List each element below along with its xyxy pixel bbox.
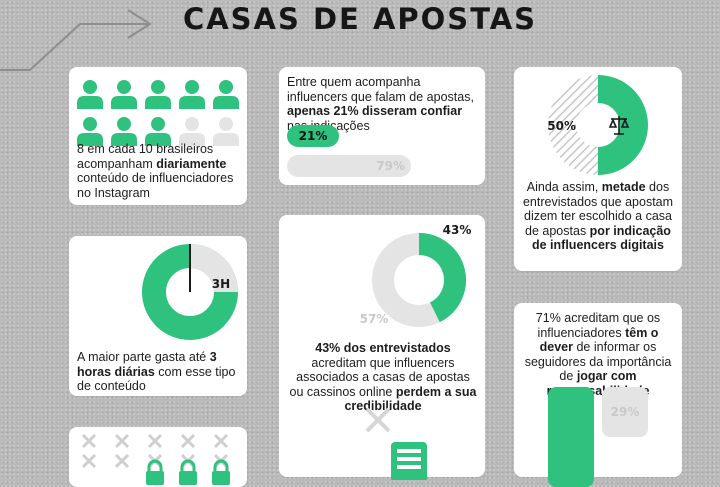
close-icon xyxy=(213,433,229,449)
person-icon xyxy=(111,117,137,146)
hours-card: 3H A maior parte gasta até 3 horas diári… xyxy=(69,236,247,396)
bottom-card xyxy=(69,427,247,487)
close-icon xyxy=(81,433,97,449)
lock-icon xyxy=(179,459,197,485)
duty-no-bar: 29% xyxy=(602,387,648,437)
close-icon xyxy=(365,407,391,433)
credibility-arc xyxy=(418,233,466,323)
trust-pill: 21% xyxy=(287,125,339,147)
choice-text: Ainda assim, metade dos entrevistados qu… xyxy=(522,180,674,252)
duty-no-label: 29% xyxy=(610,405,640,419)
hours-arc xyxy=(189,244,238,293)
person-icon xyxy=(77,117,103,146)
person-icon xyxy=(145,117,171,146)
duty-yes-bar xyxy=(548,387,594,487)
person-icon xyxy=(77,80,103,109)
credibility-text: 43% dos entrevistados acreditam que infl… xyxy=(289,341,477,413)
duty-card: 71% acreditam que os influenciadores têm… xyxy=(514,303,682,487)
followers-card: 8 em cada 10 brasileiros acompanham diar… xyxy=(69,67,247,205)
person-icon xyxy=(179,80,205,109)
person-icon xyxy=(213,80,239,109)
person-icon xyxy=(111,80,137,109)
people-grid xyxy=(77,80,239,146)
hours-text: A maior parte gasta até 3 horas diárias … xyxy=(77,350,236,393)
close-icon xyxy=(180,433,196,449)
scales-icon xyxy=(608,116,630,135)
close-icon xyxy=(147,433,163,449)
close-icon xyxy=(81,453,97,469)
lock-icon xyxy=(212,459,230,485)
close-icon xyxy=(114,433,130,449)
distrust-label: 79% xyxy=(376,159,405,173)
hours-label: 3H xyxy=(212,277,230,291)
choice-percent-label: 50% xyxy=(547,119,576,133)
person-icon xyxy=(213,117,239,146)
credibility-no-label: 57% xyxy=(360,312,389,326)
lock-icon xyxy=(146,459,164,485)
pie-slice-rest xyxy=(548,75,598,175)
distrust-bar: 79% xyxy=(287,155,411,177)
hours-donut: 3H xyxy=(142,244,238,340)
credibility-yes-label: 43% xyxy=(443,223,472,237)
person-icon xyxy=(145,80,171,109)
trust-card: Entre quem acompanha influencers que fal… xyxy=(279,67,485,185)
credibility-card: 43% 57% 43% dos entrevistados acreditam … xyxy=(279,215,485,480)
decorative-arrow-icon xyxy=(0,9,152,71)
document-icon xyxy=(391,442,427,480)
person-icon xyxy=(179,117,205,146)
close-icon xyxy=(114,453,130,469)
bottom-icons xyxy=(81,433,230,485)
duty-text: 71% acreditam que os influenciadores têm… xyxy=(524,311,672,398)
choice-card: 50% Ainda assim, metade dos entrevistado… xyxy=(514,67,682,271)
page-title: CASAS DE APOSTAS xyxy=(182,2,538,36)
followers-text: 8 em cada 10 brasileiros acompanham diar… xyxy=(77,142,234,200)
credibility-donut: 43% 57% xyxy=(360,223,472,327)
choice-pie: 50% xyxy=(547,75,648,175)
